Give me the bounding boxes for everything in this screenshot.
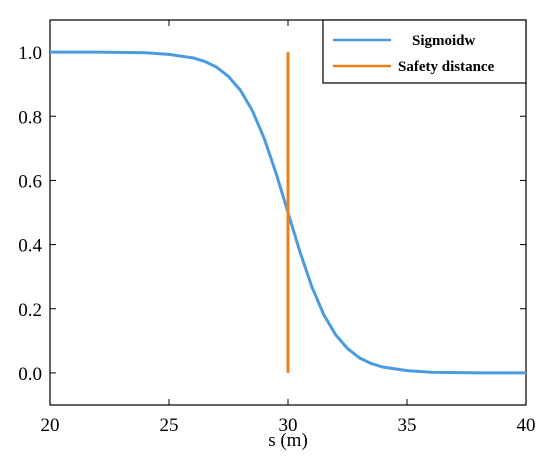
legend-label-safety-distance: Safety distance xyxy=(398,59,495,75)
legend: Sigmoidw Safety distance xyxy=(322,19,527,84)
x-tick-label: 30 xyxy=(279,415,298,436)
series-layer xyxy=(50,50,526,375)
x-tick-label: 20 xyxy=(41,415,60,436)
x-tick-label: 35 xyxy=(398,415,417,436)
legend-label-sigmoidw: Sigmoidw xyxy=(412,33,476,49)
legend-box xyxy=(322,19,527,84)
y-tick-label: 0.2 xyxy=(18,300,42,321)
y-tick-label: 0.8 xyxy=(18,107,42,128)
y-tick-label: 0.4 xyxy=(18,236,42,257)
y-tick-label: 1.0 xyxy=(18,43,42,64)
x-axis-label: s (m) xyxy=(268,430,308,451)
x-tick-label: 40 xyxy=(517,415,536,436)
y-tick-label: 0.0 xyxy=(18,364,42,385)
x-tick-label: 25 xyxy=(160,415,179,436)
y-tick-label: 0.6 xyxy=(18,171,42,192)
axis-ticks: 20 25 30 35 40 0.0 0.2 0.4 0.6 0.8 1.0 xyxy=(18,20,536,436)
